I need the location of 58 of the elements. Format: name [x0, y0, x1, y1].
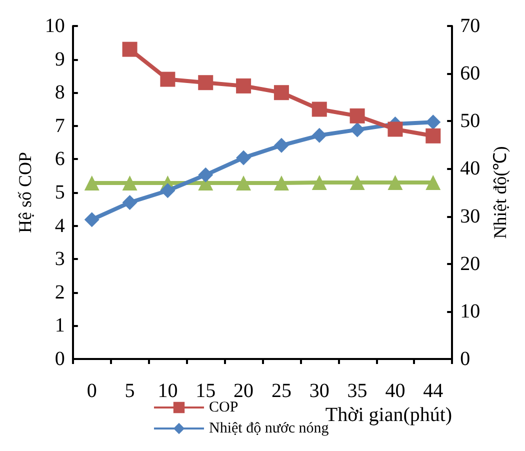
y-tick-label: 10 [44, 15, 65, 37]
y-tick-label: 1 [54, 314, 65, 337]
x-tick-label: 15 [196, 380, 216, 402]
x-tick-label: 40 [385, 380, 406, 402]
y-tick-label: 4 [54, 214, 65, 237]
point [198, 75, 214, 90]
point [274, 175, 289, 190]
x-tick-label: 25 [271, 380, 292, 402]
point [160, 72, 176, 87]
y-axis-title: Hệ số COP [15, 152, 35, 234]
y-tick-label: 3 [54, 248, 65, 270]
y-tick-label: 8 [54, 82, 65, 104]
x-tick-label: 20 [234, 380, 254, 402]
x-tick-label: 0 [86, 380, 97, 402]
y2-tick-label: 20 [460, 252, 480, 275]
point [236, 175, 252, 190]
y-tick-label: 5 [54, 182, 65, 204]
y2-tick-label: 70 [460, 15, 480, 37]
y-tick-label: 2 [54, 281, 65, 304]
y-tick-label: 9 [54, 48, 65, 70]
y2-tick-label: 10 [460, 300, 480, 322]
point [274, 85, 289, 100]
point [312, 128, 327, 143]
y-tick-label: 7 [54, 114, 65, 137]
x-tick-label: 30 [309, 380, 330, 402]
point [236, 78, 252, 94]
point [350, 108, 365, 124]
y2-tick-label: 60 [460, 62, 480, 85]
point [388, 122, 403, 137]
y2-tick-label: 40 [460, 158, 480, 180]
point [84, 175, 100, 190]
point [236, 150, 252, 166]
point [198, 167, 214, 182]
point [84, 212, 100, 228]
point [426, 114, 441, 130]
legend-label: COP [209, 400, 238, 416]
y-tick-label: 0 [54, 348, 65, 370]
point [350, 175, 365, 190]
y2-tick-label: 30 [460, 205, 480, 228]
y2-tick-label: 0 [460, 348, 470, 370]
point [160, 183, 176, 198]
point [122, 175, 138, 190]
point [312, 102, 327, 117]
point [388, 175, 403, 190]
point [122, 194, 138, 210]
y2-tick-label: 50 [460, 110, 480, 132]
point [426, 175, 441, 190]
x-tick-label: 10 [158, 380, 178, 402]
x-tick-label: 35 [347, 380, 368, 402]
x-tick-label: 44 [423, 380, 444, 402]
y2-axis-title: Nhiệt độ(℃) [490, 146, 510, 239]
x-tick-label: 5 [124, 380, 135, 402]
point [122, 42, 138, 57]
point [274, 138, 289, 153]
point [312, 175, 327, 190]
y-tick-label: 6 [54, 148, 65, 170]
point [350, 122, 365, 138]
point [426, 128, 441, 144]
